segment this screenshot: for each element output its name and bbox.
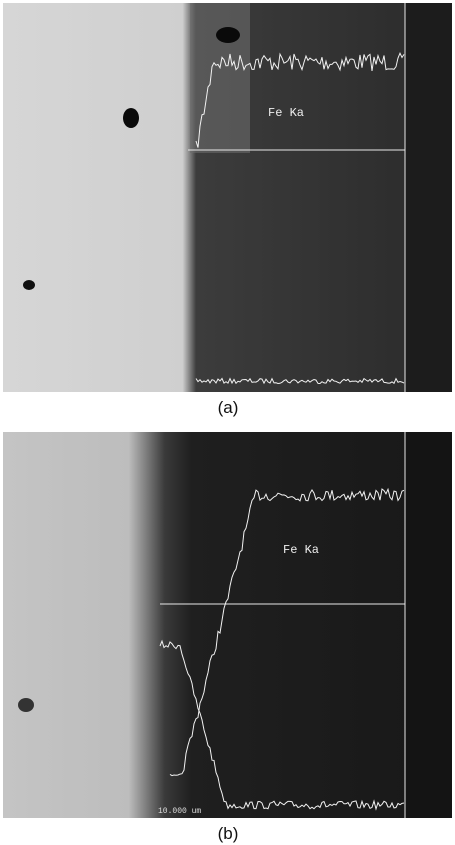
particle (123, 108, 139, 128)
annotation: Fe Ka (268, 106, 304, 120)
panel-label: (a) (218, 398, 239, 417)
particle (216, 27, 240, 43)
base-trace (195, 377, 405, 385)
scale-label: 10.000 um (158, 807, 201, 816)
micrograph (3, 432, 452, 818)
panel-label: (b) (218, 824, 239, 843)
edge-strip (405, 432, 452, 818)
shade (190, 3, 250, 153)
annotation: Fe Ka (283, 543, 319, 557)
panel-b: Fe Ka 10.000 um (b) (3, 432, 452, 843)
fe-trace (195, 51, 405, 148)
o-trace (159, 639, 405, 811)
fe-trace (169, 487, 405, 777)
particle (18, 698, 34, 712)
panel-a: Fe Ka (a) (3, 3, 452, 417)
particle (23, 280, 35, 290)
edge-strip (405, 3, 452, 392)
